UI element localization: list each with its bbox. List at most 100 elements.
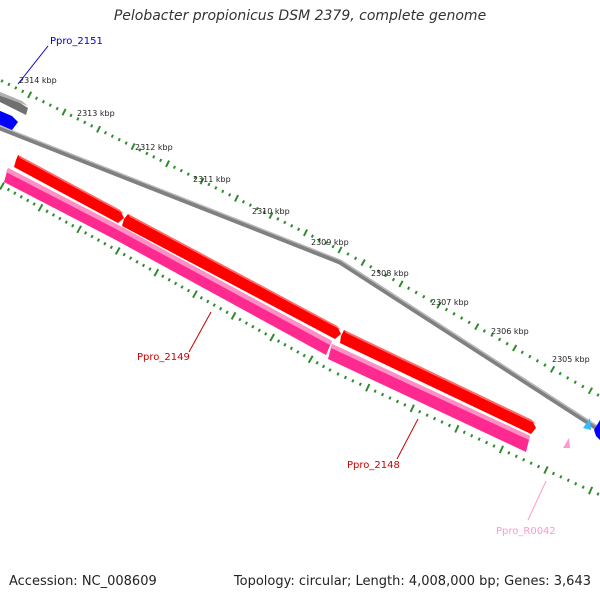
ruler-minor-tick bbox=[167, 278, 171, 282]
ruler-minor-tick bbox=[58, 216, 62, 221]
ruler-minor-tick bbox=[135, 260, 139, 264]
ruler-minor-tick bbox=[324, 241, 328, 245]
ruler-minor-tick bbox=[391, 277, 396, 282]
ruler-minor-tick bbox=[331, 244, 335, 249]
ruler-major-tick bbox=[96, 125, 101, 133]
ruler-major-tick bbox=[365, 383, 371, 392]
gene-blue-right[interactable] bbox=[594, 420, 600, 440]
ruler-minor-tick bbox=[141, 263, 146, 268]
ruler-major-tick bbox=[230, 311, 237, 320]
ruler-minor-tick bbox=[440, 420, 444, 424]
ruler-minor-tick bbox=[138, 148, 142, 152]
gene-label-ppro-2151[interactable]: Ppro_2151 bbox=[50, 36, 103, 47]
ruler-minor-tick bbox=[262, 210, 266, 214]
ruler-inner bbox=[0, 182, 600, 496]
ruler-major-tick bbox=[303, 229, 308, 237]
ruler-minor-tick bbox=[388, 396, 392, 400]
ruler-major-tick bbox=[269, 333, 275, 342]
ruler-major-tick bbox=[0, 182, 5, 190]
ruler-minor-tick bbox=[395, 399, 400, 404]
ruler-minor-tick bbox=[110, 134, 114, 138]
ruler-minor-tick bbox=[505, 341, 509, 346]
ruler-minor-tick bbox=[90, 234, 94, 239]
ruler-minor-tick bbox=[296, 350, 300, 354]
ruler-minor-tick bbox=[369, 265, 373, 269]
ruler-minor-tick bbox=[346, 252, 350, 256]
gene-ppro-2148[interactable] bbox=[328, 344, 530, 452]
ruler-minor-tick bbox=[403, 403, 407, 407]
genome-stats: Topology: circular; Length: 4,008,000 bp… bbox=[233, 574, 591, 589]
ruler-minor-tick bbox=[174, 281, 178, 286]
ruler-minor-tick bbox=[14, 86, 18, 90]
ruler-minor-tick bbox=[336, 372, 340, 376]
ruler-outer bbox=[0, 79, 600, 397]
ruler-minor-tick bbox=[543, 363, 547, 367]
gene-ppro-r0042[interactable] bbox=[563, 438, 570, 448]
ruler-minor-tick bbox=[48, 103, 52, 107]
ruler-minor-tick bbox=[207, 182, 211, 187]
ruler-major-tick bbox=[454, 424, 460, 433]
gene-label-ppro-r0042[interactable]: Ppro_R0042 bbox=[496, 526, 556, 537]
gene-ppro-2149[interactable] bbox=[4, 168, 332, 355]
ruler-minor-tick bbox=[103, 130, 108, 135]
ruler-minor-tick bbox=[551, 471, 556, 476]
backbone-track bbox=[0, 125, 600, 433]
ruler-minor-tick bbox=[228, 193, 232, 197]
ruler-minor-tick bbox=[490, 333, 494, 337]
scale-tick-label: 2311 kbp bbox=[193, 175, 231, 184]
cyan-marker[interactable] bbox=[583, 418, 591, 430]
ruler-minor-tick bbox=[596, 492, 600, 496]
gene-label-ppro-2148[interactable]: Ppro_2148 bbox=[347, 460, 400, 471]
ruler-minor-tick bbox=[55, 106, 59, 111]
ruler-minor-tick bbox=[581, 384, 585, 389]
ruler-minor-tick bbox=[351, 379, 355, 383]
ruler-major-tick bbox=[114, 247, 121, 255]
ruler-minor-tick bbox=[522, 457, 526, 462]
ruler-minor-tick bbox=[529, 461, 533, 465]
gene-red-1[interactable] bbox=[14, 155, 124, 223]
ruler-minor-tick bbox=[212, 303, 216, 307]
ruler-minor-tick bbox=[19, 195, 23, 199]
ruler-minor-tick bbox=[129, 256, 133, 260]
gene-red-2[interactable] bbox=[122, 214, 341, 339]
ruler-minor-tick bbox=[76, 117, 80, 121]
ruler-minor-tick bbox=[452, 312, 456, 316]
gene-label-ppro-2149[interactable]: Ppro_2149 bbox=[137, 352, 190, 363]
accession-label: Accession: NC_008609 bbox=[9, 574, 157, 589]
ruler-minor-tick bbox=[520, 350, 524, 355]
ruler-major-tick bbox=[76, 225, 82, 234]
ruler-minor-tick bbox=[13, 191, 17, 195]
ruler-major-tick bbox=[37, 203, 44, 212]
gene-ppro-2151[interactable] bbox=[0, 110, 18, 130]
ruler-major-tick bbox=[549, 365, 556, 373]
ruler-minor-tick bbox=[276, 217, 280, 221]
gene-red-3[interactable] bbox=[340, 330, 536, 434]
ruler-minor-tick bbox=[328, 368, 332, 372]
leader-line-ppro-2149 bbox=[188, 311, 212, 353]
ruler-minor-tick bbox=[152, 155, 156, 159]
ruler-minor-tick bbox=[26, 198, 30, 203]
ruler-minor-tick bbox=[264, 332, 268, 336]
ruler-minor-tick bbox=[492, 444, 496, 448]
ruler-minor-tick bbox=[559, 475, 563, 479]
ruler-minor-tick bbox=[574, 481, 578, 486]
ruler-minor-tick bbox=[71, 223, 75, 228]
ruler-minor-tick bbox=[244, 321, 248, 325]
ruler-minor-tick bbox=[214, 186, 218, 190]
ruler-minor-tick bbox=[376, 269, 380, 273]
ruler-minor-tick bbox=[581, 485, 585, 489]
ruler-minor-tick bbox=[358, 382, 362, 387]
ruler-minor-tick bbox=[384, 273, 388, 278]
ruler-minor-tick bbox=[21, 89, 25, 94]
ruler-minor-tick bbox=[193, 175, 197, 180]
ruler-minor-tick bbox=[90, 124, 94, 128]
ruler-minor-tick bbox=[297, 227, 301, 232]
gene-gray[interactable] bbox=[0, 93, 28, 115]
ruler-minor-tick bbox=[51, 213, 56, 217]
ruler-minor-tick bbox=[343, 375, 348, 380]
ruler-minor-tick bbox=[310, 234, 314, 238]
ruler-minor-tick bbox=[161, 274, 165, 278]
ruler-minor-tick bbox=[467, 320, 471, 325]
